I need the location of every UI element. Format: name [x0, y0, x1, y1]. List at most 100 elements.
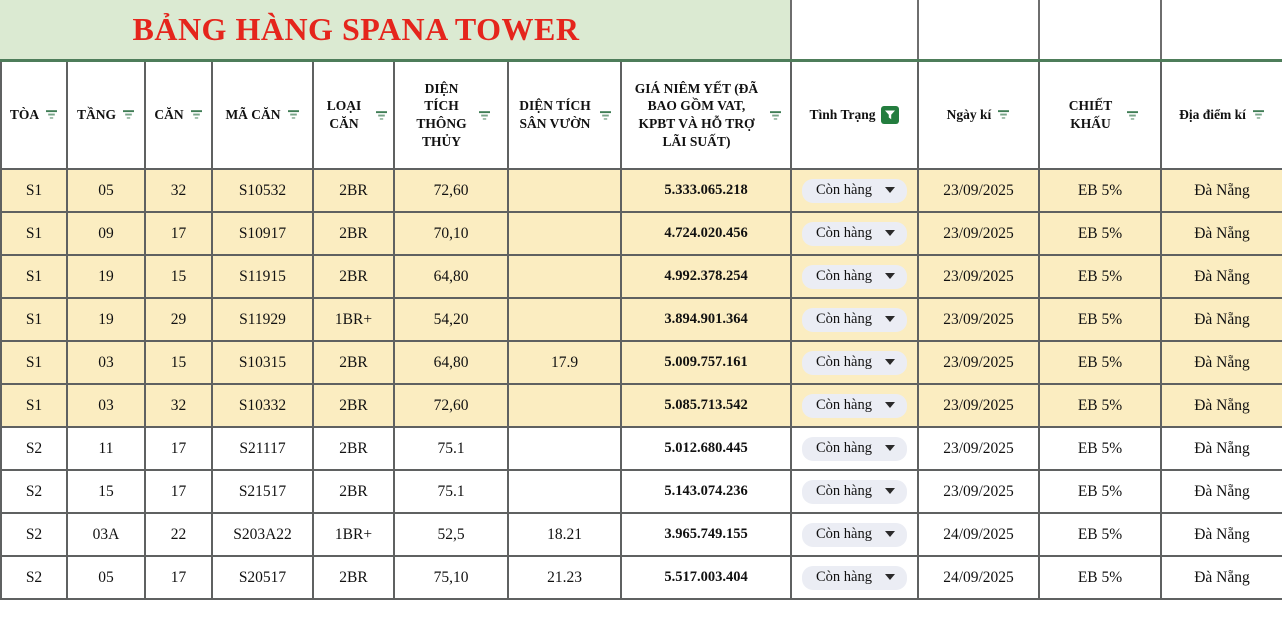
cell-dt-san-vuon[interactable]	[507, 469, 622, 514]
cell-toa[interactable]: S1	[0, 211, 68, 256]
cell-dt-san-vuon[interactable]	[507, 211, 622, 256]
cell-ma-can[interactable]: S21117	[211, 426, 314, 471]
cell-tang[interactable]: 19	[66, 297, 146, 342]
cell-can[interactable]: 32	[144, 168, 213, 213]
cell-can[interactable]: 29	[144, 297, 213, 342]
filter-icon[interactable]	[599, 110, 612, 121]
cell-loai-can[interactable]: 2BR	[312, 383, 395, 428]
status-dropdown[interactable]: Còn hàng	[802, 307, 907, 332]
cell-loai-can[interactable]: 1BR+	[312, 512, 395, 557]
cell-ngay-ki[interactable]: 23/09/2025	[917, 469, 1040, 514]
cell-tang[interactable]: 03	[66, 383, 146, 428]
cell-chiet-khau[interactable]: EB 5%	[1038, 211, 1162, 256]
filter-icon[interactable]	[287, 109, 300, 120]
cell-loai-can[interactable]: 2BR	[312, 555, 395, 600]
cell-tinh-trang[interactable]: Còn hàng	[790, 426, 919, 471]
cell-ma-can[interactable]: S21517	[211, 469, 314, 514]
cell-can[interactable]: 22	[144, 512, 213, 557]
cell-dt-thong-thuy[interactable]: 52,5	[393, 512, 509, 557]
cell-loai-can[interactable]: 2BR	[312, 426, 395, 471]
cell-chiet-khau[interactable]: EB 5%	[1038, 297, 1162, 342]
status-dropdown[interactable]: Còn hàng	[802, 221, 907, 246]
cell-dia-diem-ki[interactable]: Đà Nẵng	[1160, 211, 1282, 256]
cell-ma-can[interactable]: S20517	[211, 555, 314, 600]
cell-dia-diem-ki[interactable]: Đà Nẵng	[1160, 426, 1282, 471]
status-dropdown[interactable]: Còn hàng	[802, 264, 907, 289]
filter-icon[interactable]	[375, 110, 388, 121]
cell-chiet-khau[interactable]: EB 5%	[1038, 512, 1162, 557]
cell-ngay-ki[interactable]: 23/09/2025	[917, 254, 1040, 299]
cell-tang[interactable]: 11	[66, 426, 146, 471]
cell-tinh-trang[interactable]: Còn hàng	[790, 555, 919, 600]
cell-toa[interactable]: S2	[0, 555, 68, 600]
cell-ngay-ki[interactable]: 24/09/2025	[917, 512, 1040, 557]
cell-gia[interactable]: 5.012.680.445	[620, 426, 792, 471]
cell-dia-diem-ki[interactable]: Đà Nẵng	[1160, 297, 1282, 342]
cell-tinh-trang[interactable]: Còn hàng	[790, 383, 919, 428]
cell-can[interactable]: 17	[144, 211, 213, 256]
cell-dt-thong-thuy[interactable]: 70,10	[393, 211, 509, 256]
status-dropdown[interactable]: Còn hàng	[802, 565, 907, 590]
cell-ngay-ki[interactable]: 23/09/2025	[917, 426, 1040, 471]
cell-tinh-trang[interactable]: Còn hàng	[790, 512, 919, 557]
status-dropdown[interactable]: Còn hàng	[802, 436, 907, 461]
cell-ngay-ki[interactable]: 24/09/2025	[917, 555, 1040, 600]
cell-dt-thong-thuy[interactable]: 64,80	[393, 254, 509, 299]
cell-gia[interactable]: 5.517.003.404	[620, 555, 792, 600]
cell-loai-can[interactable]: 2BR	[312, 211, 395, 256]
cell-ma-can[interactable]: S11929	[211, 297, 314, 342]
cell-ngay-ki[interactable]: 23/09/2025	[917, 168, 1040, 213]
cell-dt-san-vuon[interactable]	[507, 168, 622, 213]
cell-tinh-trang[interactable]: Còn hàng	[790, 469, 919, 514]
cell-gia[interactable]: 4.992.378.254	[620, 254, 792, 299]
cell-can[interactable]: 15	[144, 254, 213, 299]
cell-ngay-ki[interactable]: 23/09/2025	[917, 340, 1040, 385]
status-dropdown[interactable]: Còn hàng	[802, 350, 907, 375]
cell-dt-san-vuon[interactable]: 18.21	[507, 512, 622, 557]
status-dropdown[interactable]: Còn hàng	[802, 393, 907, 418]
cell-ma-can[interactable]: S10332	[211, 383, 314, 428]
top-empty-cell[interactable]	[790, 0, 917, 59]
cell-dia-diem-ki[interactable]: Đà Nẵng	[1160, 512, 1282, 557]
cell-toa[interactable]: S2	[0, 426, 68, 471]
cell-ma-can[interactable]: S203A22	[211, 512, 314, 557]
cell-tinh-trang[interactable]: Còn hàng	[790, 297, 919, 342]
cell-tinh-trang[interactable]: Còn hàng	[790, 211, 919, 256]
cell-gia[interactable]: 5.009.757.161	[620, 340, 792, 385]
cell-loai-can[interactable]: 1BR+	[312, 297, 395, 342]
top-empty-cell[interactable]	[917, 0, 1038, 59]
cell-tang[interactable]: 03A	[66, 512, 146, 557]
cell-tinh-trang[interactable]: Còn hàng	[790, 340, 919, 385]
cell-ma-can[interactable]: S11915	[211, 254, 314, 299]
cell-toa[interactable]: S1	[0, 254, 68, 299]
filter-icon[interactable]	[122, 109, 135, 120]
cell-dt-thong-thuy[interactable]: 75.1	[393, 469, 509, 514]
cell-chiet-khau[interactable]: EB 5%	[1038, 254, 1162, 299]
cell-ma-can[interactable]: S10532	[211, 168, 314, 213]
cell-chiet-khau[interactable]: EB 5%	[1038, 383, 1162, 428]
cell-dt-san-vuon[interactable]	[507, 383, 622, 428]
cell-toa[interactable]: S2	[0, 512, 68, 557]
cell-can[interactable]: 17	[144, 469, 213, 514]
cell-loai-can[interactable]: 2BR	[312, 168, 395, 213]
cell-tinh-trang[interactable]: Còn hàng	[790, 254, 919, 299]
filter-icon[interactable]	[478, 110, 491, 121]
cell-tang[interactable]: 05	[66, 168, 146, 213]
cell-dt-thong-thuy[interactable]: 75,10	[393, 555, 509, 600]
cell-toa[interactable]: S1	[0, 297, 68, 342]
cell-ngay-ki[interactable]: 23/09/2025	[917, 211, 1040, 256]
cell-tang[interactable]: 19	[66, 254, 146, 299]
cell-gia[interactable]: 5.085.713.542	[620, 383, 792, 428]
cell-ma-can[interactable]: S10917	[211, 211, 314, 256]
cell-dt-thong-thuy[interactable]: 54,20	[393, 297, 509, 342]
cell-dia-diem-ki[interactable]: Đà Nẵng	[1160, 383, 1282, 428]
cell-gia[interactable]: 5.333.065.218	[620, 168, 792, 213]
cell-ngay-ki[interactable]: 23/09/2025	[917, 383, 1040, 428]
cell-dt-san-vuon[interactable]	[507, 426, 622, 471]
cell-gia[interactable]: 3.894.901.364	[620, 297, 792, 342]
cell-tang[interactable]: 15	[66, 469, 146, 514]
top-empty-cell[interactable]	[1160, 0, 1282, 59]
filter-icon[interactable]	[997, 109, 1010, 120]
cell-toa[interactable]: S1	[0, 168, 68, 213]
cell-can[interactable]: 32	[144, 383, 213, 428]
